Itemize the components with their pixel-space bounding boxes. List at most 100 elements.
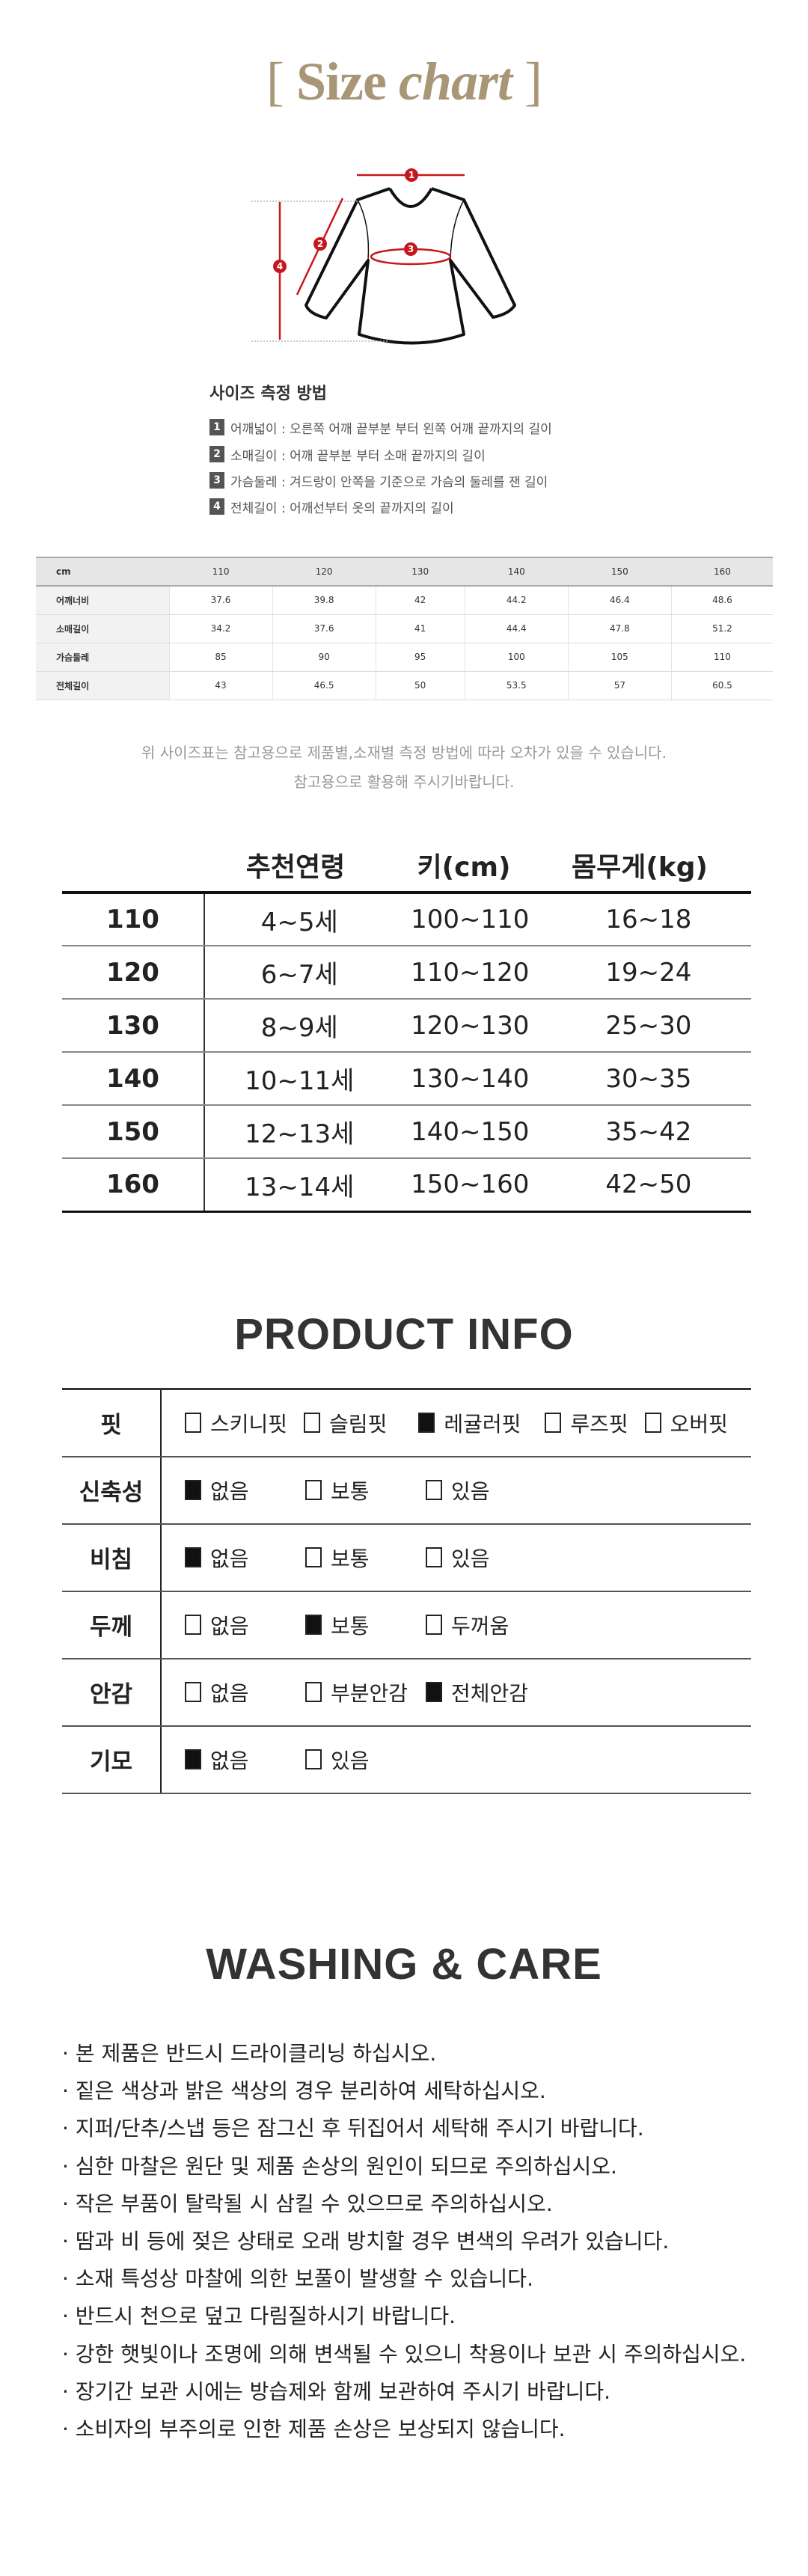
measure-text: 소매길이 : 어깨 끝부분 부터 소매 끝까지의 길이 (230, 448, 486, 464)
info-label: 비침 (62, 1523, 162, 1592)
table-cell: 가슴둘레 (36, 643, 169, 672)
option: 없음 (185, 1543, 305, 1573)
option: 오버핏 (644, 1408, 728, 1438)
table-cell: 105 (567, 643, 672, 672)
table-cell: 10~11세 (203, 1052, 394, 1106)
recommend-table: 110 4~5세 100~110 16~18 120 6~7세 110~120 19~24 13… (62, 891, 751, 1213)
table-cell: 85 (168, 643, 273, 672)
recommend-header: 추천연령 키(cm) 몸무게(kg) (62, 845, 751, 884)
number-badge: 3 (209, 472, 224, 489)
table-cell: 120~130 (394, 999, 546, 1053)
option-label: 스키니핏 (210, 1411, 288, 1437)
option-label: 보통 (331, 1613, 370, 1639)
table-cell: 30~35 (545, 1052, 751, 1106)
table-cell: 150 (567, 557, 672, 587)
bracket-close: ] (524, 52, 542, 111)
marker-1: 1 (408, 170, 414, 180)
shirt-outline-icon (304, 187, 516, 345)
table-cell: 4~5세 (203, 891, 394, 946)
size-chart-table: cm 110 120 130 140 150 160 어깨너비 37.6 39.8 42 44.2 46… (36, 557, 773, 700)
option: 있음 (426, 1543, 546, 1573)
table-cell: 120 (272, 557, 376, 587)
info-options: 없음 보통 있음 (161, 1523, 751, 1592)
care-item: · 본 제품은 반드시 드라이클리닝 하십시오. (62, 2041, 437, 2066)
table-row: 120 6~7세 110~120 19~24 (62, 946, 751, 1000)
care-item: · 땀과 비 등에 젖은 상태로 오래 방치할 경우 변색의 우려가 있습니다. (62, 2229, 670, 2254)
option-label: 있음 (331, 1748, 370, 1773)
number-badge: 2 (209, 446, 224, 462)
header-size (62, 845, 202, 884)
marker-4: 4 (277, 261, 283, 272)
info-row: 비침 없음 보통 있음 (62, 1523, 751, 1592)
size-chart-title: [ Size chart ] (0, 51, 808, 113)
option-label: 보통 (331, 1478, 370, 1504)
unchecked-box-icon (305, 1547, 322, 1567)
table-cell: 110 (62, 891, 205, 946)
care-item: · 소비자의 부주의로 인한 제품 손상은 보상되지 않습니다. (62, 2417, 566, 2441)
option-group: 없음 부분안감 전체안감 (162, 1677, 751, 1707)
option: 스키니핏 (185, 1408, 287, 1438)
table-cell: 37.6 (272, 614, 376, 643)
table-cell: 44.4 (464, 614, 569, 643)
table-cell: 41 (375, 614, 465, 643)
option: 두꺼움 (426, 1610, 546, 1640)
option: 보통 (305, 1610, 426, 1640)
option: 없음 (185, 1677, 305, 1707)
bracket-open: [ (266, 52, 284, 111)
measure-item: 2 소매길이 : 어깨 끝부분 부터 소매 끝까지의 길이 (209, 444, 486, 464)
table-row: 소매길이 34.2 37.6 41 44.4 47.8 51.2 (36, 614, 773, 643)
table-cell: 130 (62, 999, 205, 1053)
info-row: 기모 없음 있음 (62, 1725, 751, 1794)
table-cell: 6~7세 (203, 946, 394, 1000)
option: 있음 (305, 1745, 426, 1775)
option-group: 없음 있음 (162, 1745, 751, 1775)
checked-box-icon (305, 1615, 322, 1635)
option-label: 전체안감 (451, 1680, 529, 1706)
info-options: 없음 보통 있음 (161, 1456, 751, 1525)
care-item: · 심한 마찰은 원단 및 제품 손상의 원인이 되므로 주의하십시오. (62, 2153, 617, 2179)
table-cell: 160 (62, 1158, 205, 1213)
table-cell: 48.6 (670, 586, 773, 615)
unchecked-box-icon (305, 1480, 322, 1500)
option-label: 부분안감 (331, 1680, 408, 1706)
option-label: 없음 (210, 1748, 249, 1773)
option-label: 두꺼움 (451, 1613, 509, 1639)
table-cell: 90 (272, 643, 376, 672)
table-cell: 95 (375, 643, 465, 672)
table-cell: 130~140 (394, 1052, 546, 1106)
table-cell: 160 (670, 557, 773, 587)
care-item: · 장기간 보관 시에는 방습제와 함께 보관하여 주시기 바랍니다. (62, 2378, 611, 2404)
measure-method-title: 사이즈 측정 방법 (209, 385, 327, 403)
checked-box-icon (426, 1682, 442, 1702)
info-options: 없음 있음 (161, 1725, 751, 1794)
measure-item: 1 어깨넓이 : 오른쪽 어깨 끝부분 부터 왼쪽 어깨 끝까지의 길이 (209, 417, 552, 437)
option-label: 오버핏 (670, 1411, 728, 1437)
option-label: 있음 (451, 1478, 490, 1504)
measure-item: 3 가슴둘레 : 겨드랑이 안쪽을 기준으로 가슴의 둘레를 잰 길이 (209, 471, 548, 490)
option-group: 없음 보통 두꺼움 (162, 1610, 751, 1640)
table-cell: 140 (464, 557, 569, 587)
table-row: 150 12~13세 140~150 35~42 (62, 1105, 751, 1159)
option-group: 스키니핏 슬림핏 레귤러핏 루즈핏 오버핏 (162, 1408, 751, 1438)
option: 없음 (185, 1475, 305, 1505)
garment-measurement-diagram: 1 2 3 4 (251, 168, 516, 345)
option: 없음 (185, 1745, 305, 1775)
table-cell: 39.8 (272, 586, 376, 615)
checked-box-icon (418, 1413, 435, 1434)
table-cell: cm (36, 557, 169, 587)
table-cell: 8~9세 (203, 999, 394, 1053)
care-item: · 작은 부품이 탈락될 시 삼킬 수 있으므로 주의하십시오. (62, 2191, 553, 2216)
table-cell: 42 (375, 586, 465, 615)
option-label: 루즈핏 (570, 1411, 628, 1437)
size-note-line1: 위 사이즈표는 참고용으로 제품별,소재별 측정 방법에 따라 오차가 있을 수… (141, 744, 667, 762)
table-cell: 어깨너비 (36, 586, 169, 615)
unchecked-box-icon (426, 1615, 442, 1635)
option-label: 없음 (210, 1680, 249, 1706)
info-row: 두께 없음 보통 두꺼움 (62, 1591, 751, 1659)
table-cell: 43 (168, 671, 273, 700)
table-cell: 150 (62, 1105, 205, 1159)
product-info-title: PRODUCT INFO (234, 1310, 574, 1359)
option-label: 있음 (451, 1546, 490, 1571)
product-info-table: 핏 스키니핏 슬림핏 레귤러핏 루즈핏 오버핏 신축성 없음 보통 있음 비침 없음 보통 있음 두께 없음 보… (62, 1388, 751, 1794)
table-row: 110 4~5세 100~110 16~18 (62, 891, 751, 946)
